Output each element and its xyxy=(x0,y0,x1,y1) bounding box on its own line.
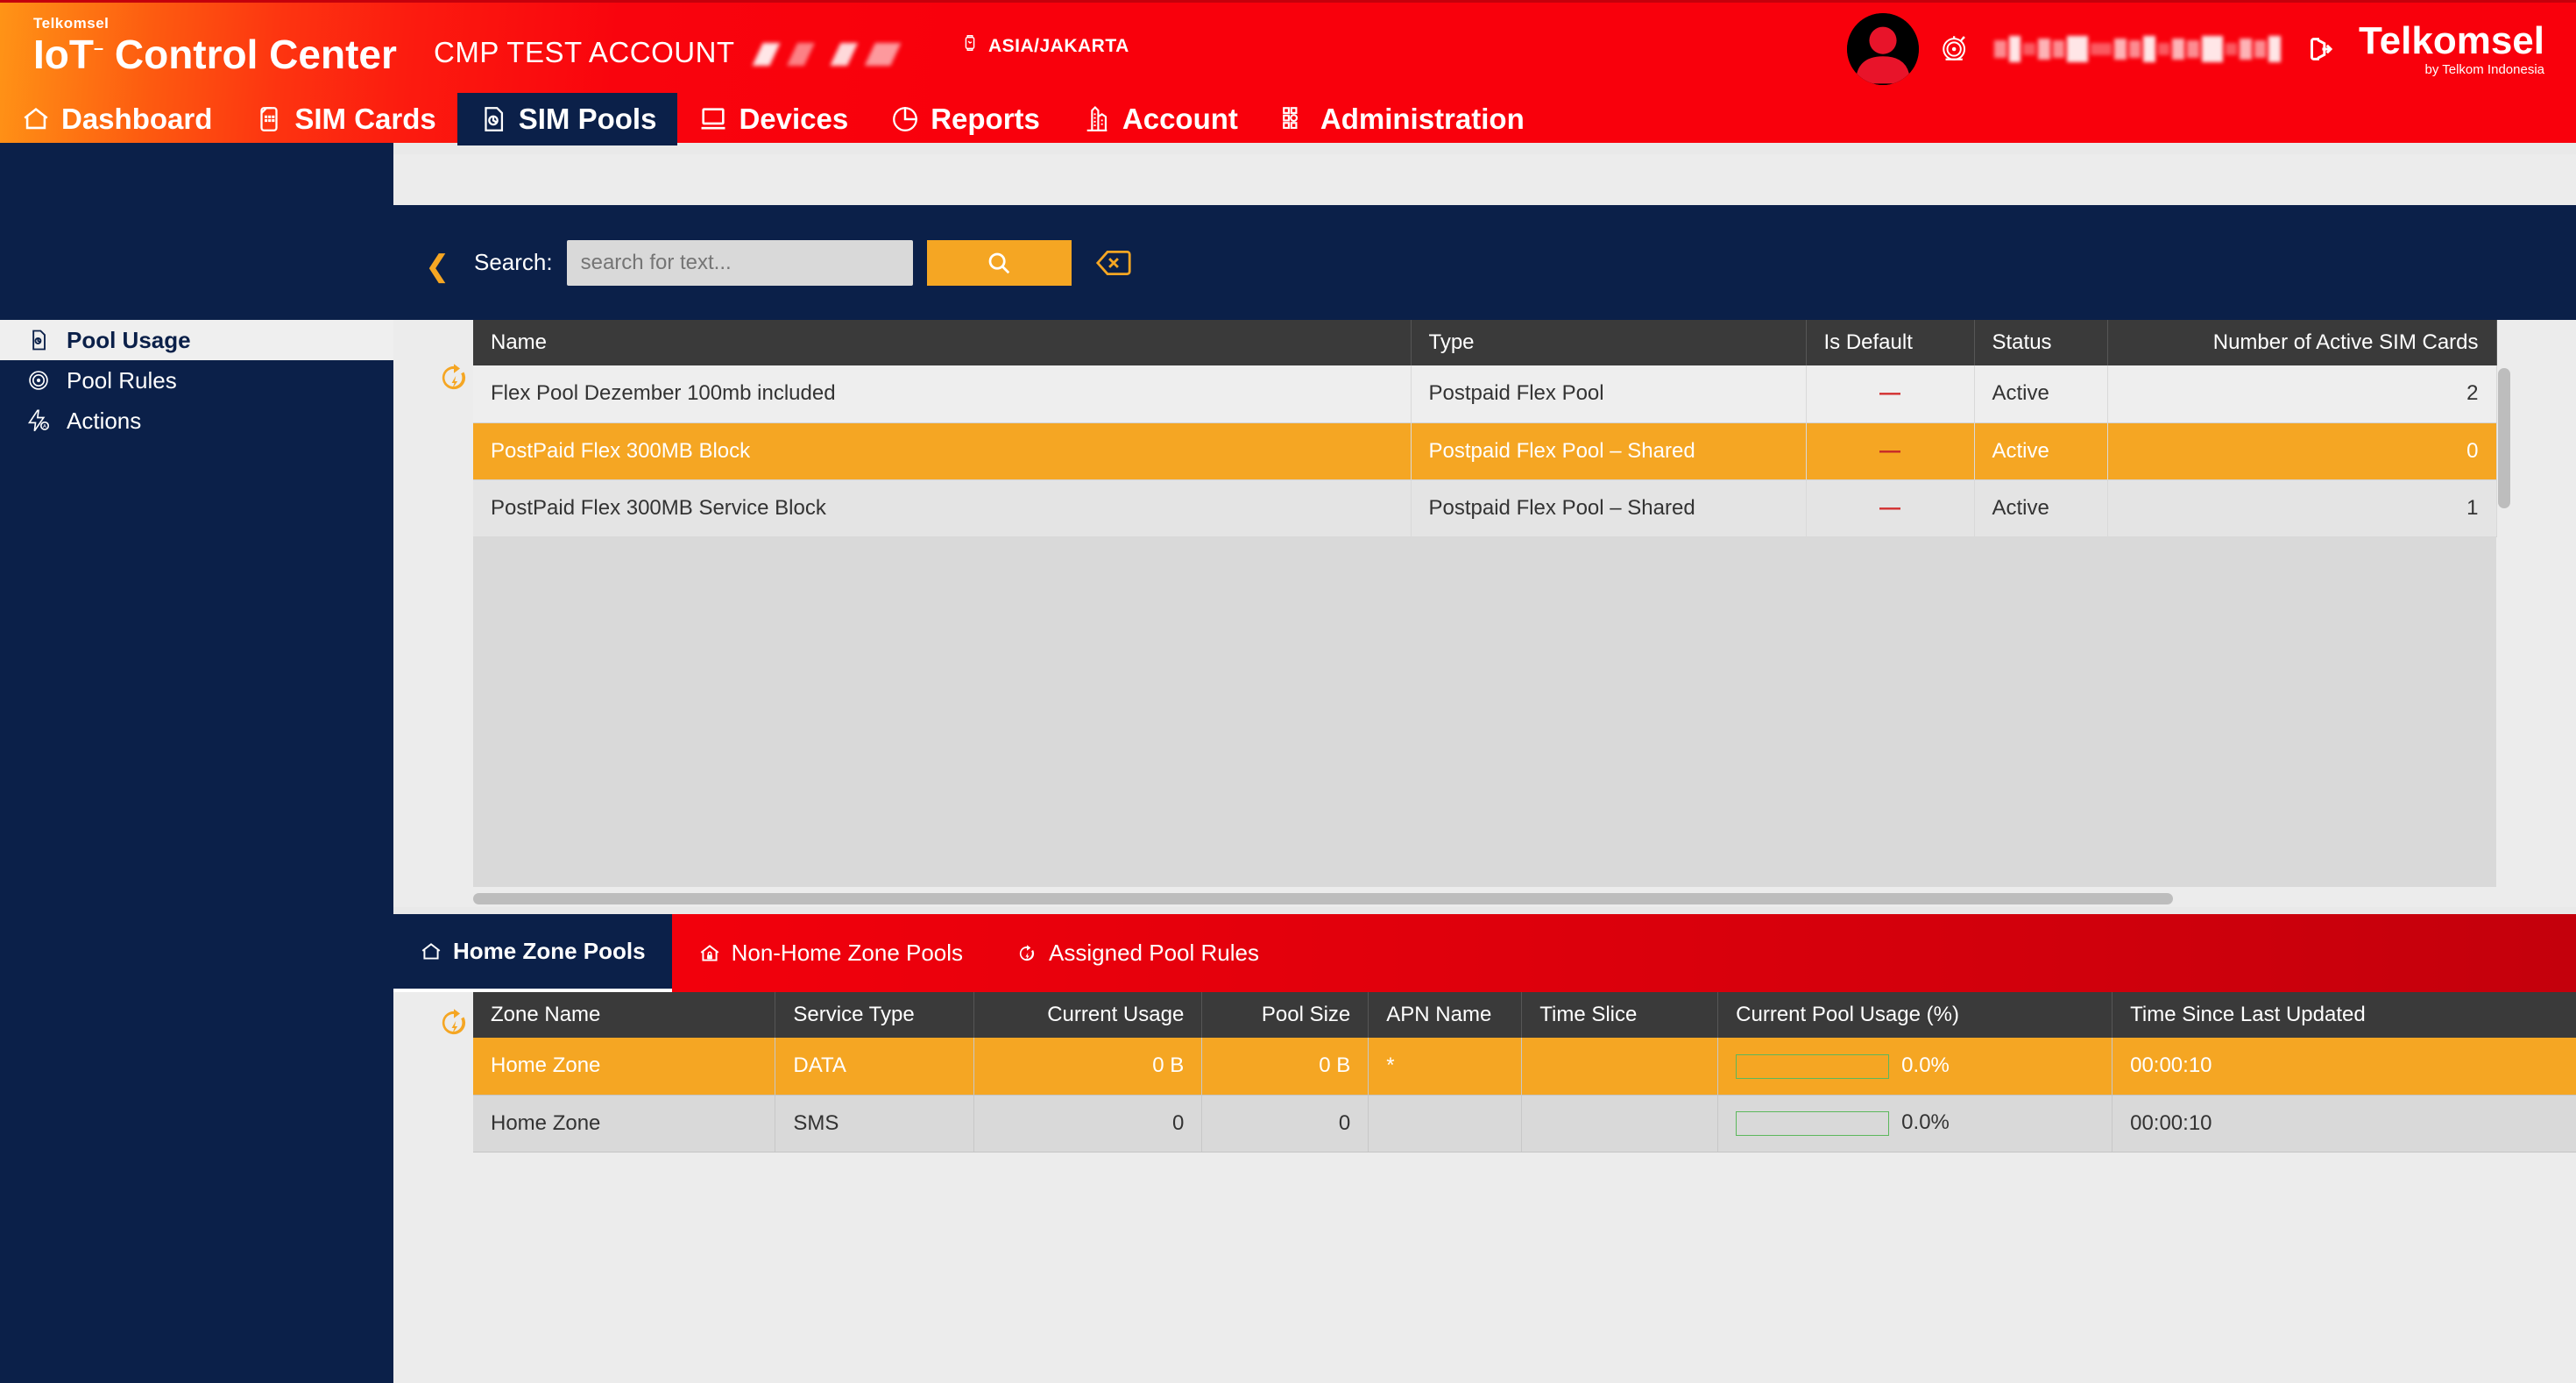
svg-text:A: A xyxy=(43,424,46,429)
